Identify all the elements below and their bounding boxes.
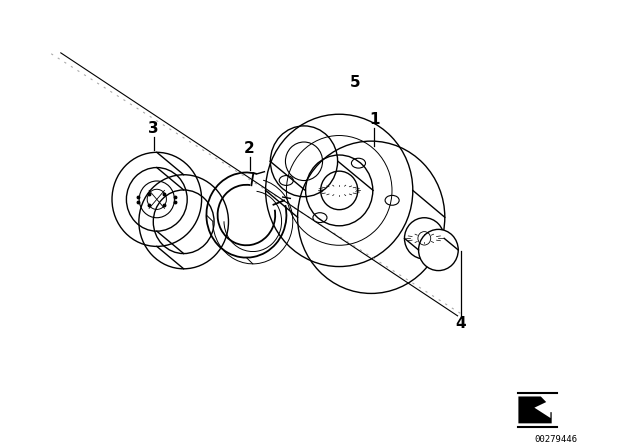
Text: 4: 4 xyxy=(456,316,466,331)
Text: 1: 1 xyxy=(369,112,380,127)
Text: 3: 3 xyxy=(148,121,159,136)
Polygon shape xyxy=(518,396,552,423)
Ellipse shape xyxy=(419,229,458,271)
Text: 2: 2 xyxy=(244,141,255,156)
Ellipse shape xyxy=(404,218,444,259)
Text: 00279446: 00279446 xyxy=(534,435,577,444)
Text: 5: 5 xyxy=(350,75,360,90)
Polygon shape xyxy=(534,400,558,418)
